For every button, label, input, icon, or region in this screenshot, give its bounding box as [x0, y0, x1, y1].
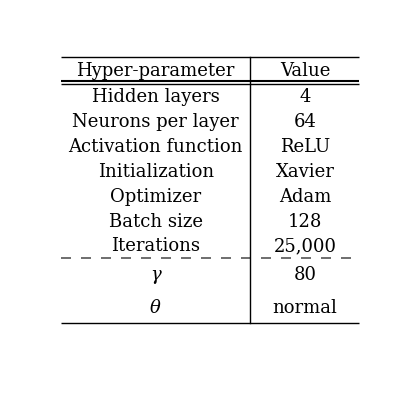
Text: 4: 4 [299, 88, 310, 106]
Text: Optimizer: Optimizer [110, 187, 201, 205]
Text: Hidden layers: Hidden layers [92, 88, 219, 106]
Text: Xavier: Xavier [275, 162, 334, 181]
Text: Hyper-parameter: Hyper-parameter [76, 62, 234, 80]
Text: 128: 128 [287, 212, 321, 230]
Text: γ: γ [150, 266, 161, 284]
Text: Adam: Adam [278, 187, 330, 205]
Text: 80: 80 [293, 266, 316, 284]
Text: Batch size: Batch size [108, 212, 202, 230]
Text: 25,000: 25,000 [273, 237, 336, 255]
Text: θ: θ [150, 298, 161, 316]
Text: 64: 64 [293, 113, 316, 131]
Text: ReLU: ReLU [279, 138, 329, 156]
Text: Iterations: Iterations [111, 237, 200, 255]
Text: Value: Value [279, 62, 329, 80]
Text: Activation function: Activation function [68, 138, 242, 156]
Text: Neurons per layer: Neurons per layer [72, 113, 238, 131]
Text: Initialization: Initialization [97, 162, 213, 181]
Text: normal: normal [272, 298, 337, 316]
